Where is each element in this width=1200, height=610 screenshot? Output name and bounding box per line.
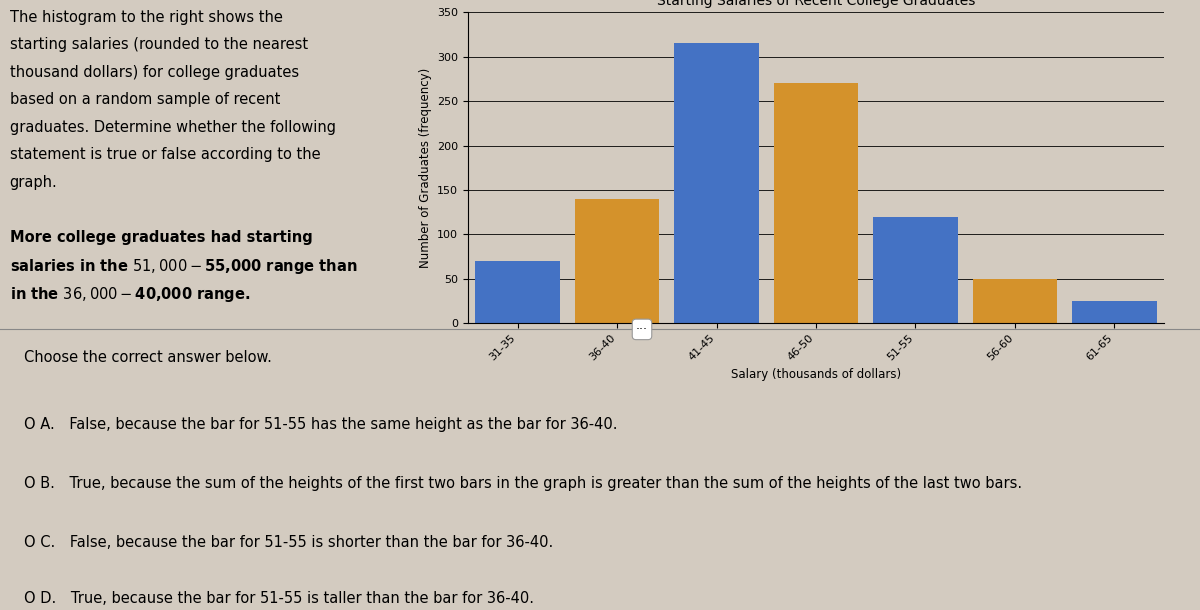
Bar (674, 43, 758, 323)
Text: graph.: graph. (10, 174, 58, 190)
Text: based on a random sample of recent: based on a random sample of recent (10, 92, 280, 107)
Text: thousand dollars) for college graduates: thousand dollars) for college graduates (10, 65, 299, 80)
Text: More college graduates had starting: More college graduates had starting (10, 229, 312, 245)
Text: statement is true or false according to the: statement is true or false according to … (10, 147, 320, 162)
Bar (774, 84, 858, 323)
Bar (1072, 301, 1157, 323)
Text: The histogram to the right shows the: The histogram to the right shows the (10, 10, 282, 24)
Text: O A. False, because the bar for 51-55 has the same height as the bar for 36-40.: O A. False, because the bar for 51-55 ha… (24, 417, 617, 432)
Text: in the $36,000-$40,000 range.: in the $36,000-$40,000 range. (10, 284, 250, 304)
Text: O C. False, because the bar for 51-55 is shorter than the bar for 36-40.: O C. False, because the bar for 51-55 is… (24, 535, 553, 550)
Text: O B. True, because the sum of the heights of the first two bars in the graph is : O B. True, because the sum of the height… (24, 476, 1022, 491)
Y-axis label: Number of Graduates (frequency): Number of Graduates (frequency) (419, 68, 432, 268)
Bar (575, 199, 660, 323)
Text: Choose the correct answer below.: Choose the correct answer below. (24, 350, 271, 365)
Bar (874, 217, 958, 323)
X-axis label: Salary (thousands of dollars): Salary (thousands of dollars) (731, 368, 901, 381)
Text: starting salaries (rounded to the nearest: starting salaries (rounded to the neares… (10, 37, 307, 52)
Text: salaries in the $51,000-$55,000 range than: salaries in the $51,000-$55,000 range th… (10, 257, 358, 276)
Bar (475, 261, 560, 323)
Bar (972, 279, 1057, 323)
Text: ···: ··· (636, 323, 648, 336)
Title: Starting Salaries of Recent College Graduates: Starting Salaries of Recent College Grad… (656, 0, 976, 9)
Text: graduates. Determine whether the following: graduates. Determine whether the followi… (10, 120, 336, 135)
Text: O D. True, because the bar for 51-55 is taller than the bar for 36-40.: O D. True, because the bar for 51-55 is … (24, 591, 534, 606)
